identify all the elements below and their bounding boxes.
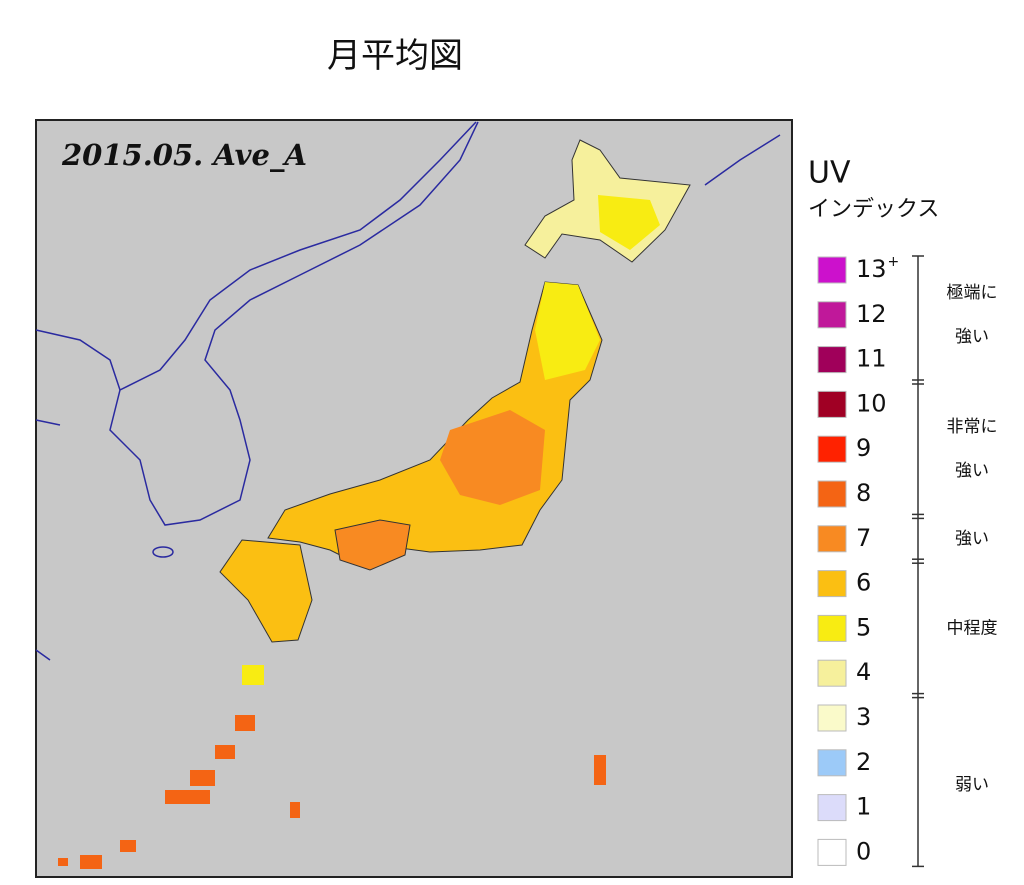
legend-swatch (817, 525, 847, 553)
coastline (109, 121, 479, 526)
legend-label-sup: + (888, 254, 900, 270)
legend-label: 11 (856, 345, 887, 373)
title: 月平均図 (327, 36, 463, 76)
island (152, 546, 174, 558)
okinawa (58, 715, 606, 869)
region (440, 410, 545, 505)
legend-title: UV (808, 156, 851, 191)
island (120, 840, 136, 852)
map-label: 2015.05. Ave_A (61, 138, 307, 172)
legend-label: 1 (856, 793, 871, 821)
legend-swatch (817, 346, 847, 374)
legend-swatch (817, 256, 847, 284)
island (242, 665, 264, 685)
legend-swatch (817, 614, 847, 642)
legend-label: 8 (856, 479, 871, 507)
kyushu (219, 539, 313, 643)
legend-label: 2 (856, 748, 871, 776)
legend-label: 12 (856, 300, 887, 328)
legend-label: 7 (856, 524, 871, 552)
legend-swatch (817, 435, 847, 463)
legend-label: 10 (856, 389, 887, 417)
island (58, 858, 68, 866)
legend-subtitle: インデックス (808, 197, 939, 222)
legend-label: 6 (856, 569, 871, 597)
group-label: 中程度 (947, 618, 998, 638)
legend-label: 4 (856, 658, 871, 686)
group-label: 非常に (947, 417, 998, 437)
shikoku (334, 519, 411, 571)
island (215, 745, 235, 759)
legend-swatch (817, 480, 847, 508)
legend-label: 5 (856, 613, 871, 641)
group-label: 強い (955, 327, 989, 347)
legend-label: 13 (856, 255, 887, 283)
legend-swatch (817, 570, 847, 598)
island (594, 755, 606, 785)
legend-swatch (817, 659, 847, 687)
legend-label: 3 (856, 703, 871, 731)
island (80, 855, 102, 869)
map: 2015.05. Ave_A (35, 119, 793, 878)
island (165, 790, 210, 804)
legend-swatch (817, 301, 847, 329)
legend-swatch (817, 704, 847, 732)
legend-label: 9 (856, 434, 871, 462)
island (190, 770, 215, 786)
region (535, 282, 600, 380)
legend-swatch (817, 749, 847, 777)
group-label: 弱い (955, 775, 989, 795)
group-label: 強い (955, 461, 989, 481)
legend-label: 0 (856, 837, 871, 865)
coastline (35, 134, 781, 661)
group-label: 極端に (947, 283, 998, 303)
legend: UV インデックス 13 +1211109876543210極端に強い非常に強い強… (808, 156, 998, 868)
region (598, 195, 660, 250)
island (290, 802, 300, 818)
group-label: 強い (955, 529, 989, 549)
legend-swatch (817, 838, 847, 866)
legend-swatch (817, 794, 847, 822)
island (235, 715, 255, 731)
legend-swatch (817, 390, 847, 418)
